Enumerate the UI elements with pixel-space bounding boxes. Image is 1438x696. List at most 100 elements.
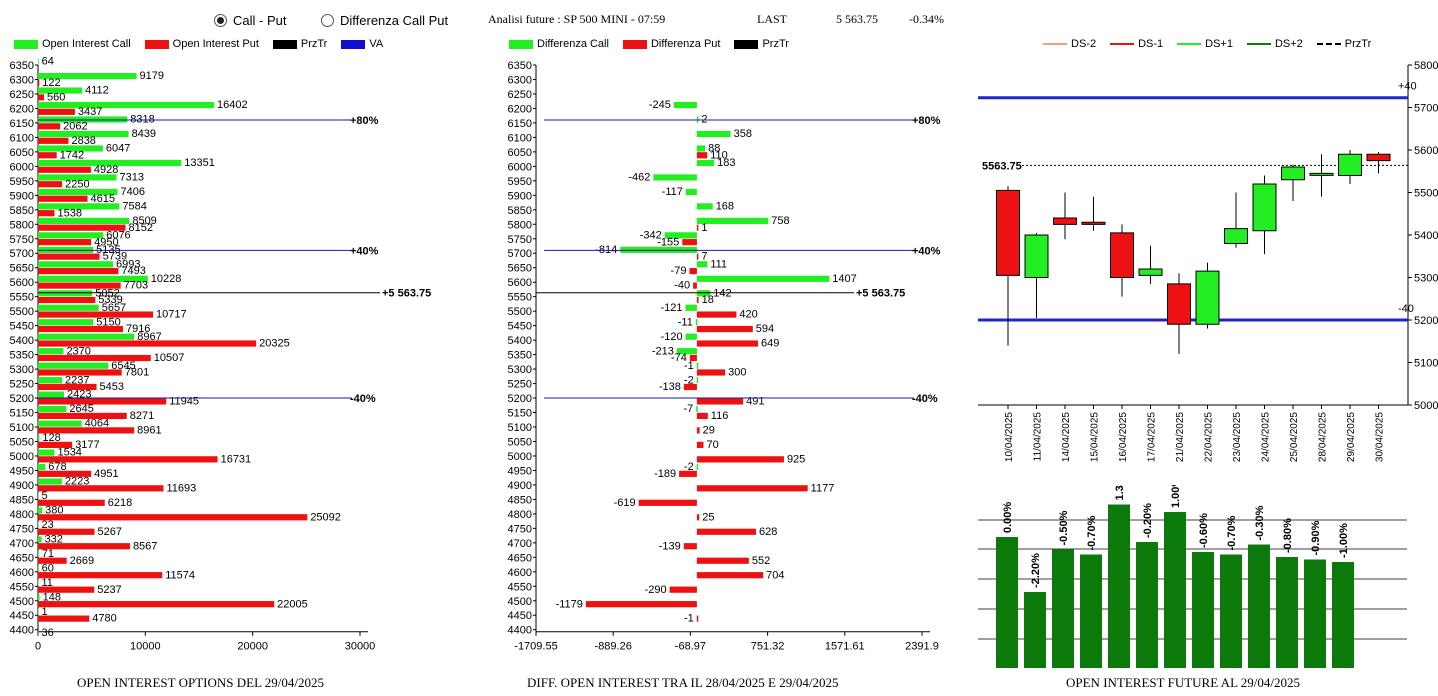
radio-call-put-dot[interactable] [214,14,227,27]
put-bar [38,398,167,405]
call-bar-label: -342 [640,229,662,241]
put-bar-label: 1177 [811,482,835,494]
call-bar-label: 64 [42,56,54,68]
put-bar [38,166,91,173]
put-bar [38,601,275,608]
x-tick-label: -1709.55 [514,641,557,653]
call-bar [696,217,769,224]
put-bar-label: 4951 [94,468,118,480]
y-tick-label: 6300 [10,74,34,86]
y-tick-label: 4650 [10,552,34,564]
va-label: -40% [912,393,938,405]
y-tick-label: 4950 [508,465,532,477]
call-bar-label: 168 [716,201,734,213]
y-tick-label: 5650 [508,263,532,275]
y-tick-label: 5600 [1414,145,1438,157]
put-bar-label: -79 [671,265,687,277]
oi-change-label: 1.00% [1170,485,1182,508]
call-bar [38,362,109,369]
oi-change-label: -0.70% [1226,515,1238,550]
call-bar [696,145,706,152]
legend-panel3-item: DS-2 [1043,38,1096,50]
put-bar [38,268,119,275]
y-tick-label: 4850 [508,494,532,506]
call-bar-label: -2 [684,461,694,473]
put-bar [38,108,75,115]
put-bar [696,514,700,521]
call-bar [38,420,82,427]
radio-call-put[interactable]: Call - Put [214,13,286,28]
put-bar-label: -40 [674,280,690,292]
y-tick-label: 5650 [10,263,34,275]
put-bar-label: 300 [728,367,746,379]
call-bar [38,348,64,355]
y-tick-label: 5700 [508,248,532,260]
y-tick-label: 4600 [10,567,34,579]
call-bar-label: -245 [649,99,671,111]
call-bar [696,406,698,413]
put-bar [696,369,726,376]
call-bar-label: 6047 [106,143,130,155]
y-tick-label: 4850 [10,494,34,506]
y-tick-label: 4800 [508,509,532,521]
y-tick-label: 6350 [508,60,532,72]
radio-diff-dot[interactable] [321,14,334,27]
call-bar [685,333,697,340]
y-tick-label: 4900 [10,480,34,492]
put-bar-label: 552 [752,555,770,567]
oi-change-label: -2.20% [1030,553,1042,588]
put-bar-label: 36 [42,627,54,639]
x-tick-label: 20000 [237,641,268,653]
call-bar [38,188,118,196]
y-tick-label: 5900 [508,190,532,202]
call-bar [38,521,39,529]
x-tick-label: 28/04/2025 [1318,412,1329,462]
call-bar [38,406,67,413]
put-bar-label: 5237 [97,584,121,596]
call-bar [620,246,697,253]
y-tick-label: 4700 [508,538,532,550]
y-tick-label: 5800 [10,219,34,231]
put-bar [689,268,697,275]
put-bar [38,253,100,260]
radio-diff[interactable]: Differenza Call Put [321,13,448,28]
put-bar [38,94,45,101]
oi-change-label: -0.50% [1058,510,1070,545]
legend-panel1-item: Open Interest Put [144,38,259,50]
put-bar-label: 5339 [98,294,122,306]
x-tick-label: 17/04/2025 [1147,412,1158,462]
y-tick-label: 4750 [508,523,532,535]
y-tick-label: 4900 [508,480,532,492]
put-bar [696,152,708,159]
put-bar-label: 8271 [130,410,154,422]
call-bar-label: 16402 [217,99,248,111]
call-bar-label: 758 [771,215,789,227]
call-bar [38,203,120,210]
call-bar [653,174,697,181]
call-bar [38,579,39,586]
put-bar [638,499,697,506]
call-bar [38,478,62,485]
candle-body [1224,228,1248,244]
y-tick-label: 4450 [508,610,532,622]
put-bar-label: 20325 [259,338,290,350]
oi-change-label: 0.00% [1002,502,1014,533]
put-bar-label: 5453 [100,381,124,393]
call-bar-label: 88 [708,143,720,155]
call-bar-label: 5150 [96,316,120,328]
header-change: -0.34% [909,12,944,26]
call-bar [38,246,94,253]
put-bar [38,239,92,246]
y-tick-label: 4700 [10,538,34,550]
y-tick-label: 5550 [10,292,34,304]
call-bar-label: 7313 [119,172,143,184]
call-bar-label: 6993 [116,258,140,270]
call-bar [38,594,40,601]
put-bar-label: 628 [759,526,777,538]
x-tick-label: 29/04/2025 [1346,412,1357,462]
call-bar-label: -1 [684,360,694,372]
put-bar-label: 7493 [121,265,145,277]
call-bar-label: 5 [42,490,48,502]
x-tick-label: -889.26 [595,641,632,653]
y-tick-label: 4750 [10,523,34,535]
